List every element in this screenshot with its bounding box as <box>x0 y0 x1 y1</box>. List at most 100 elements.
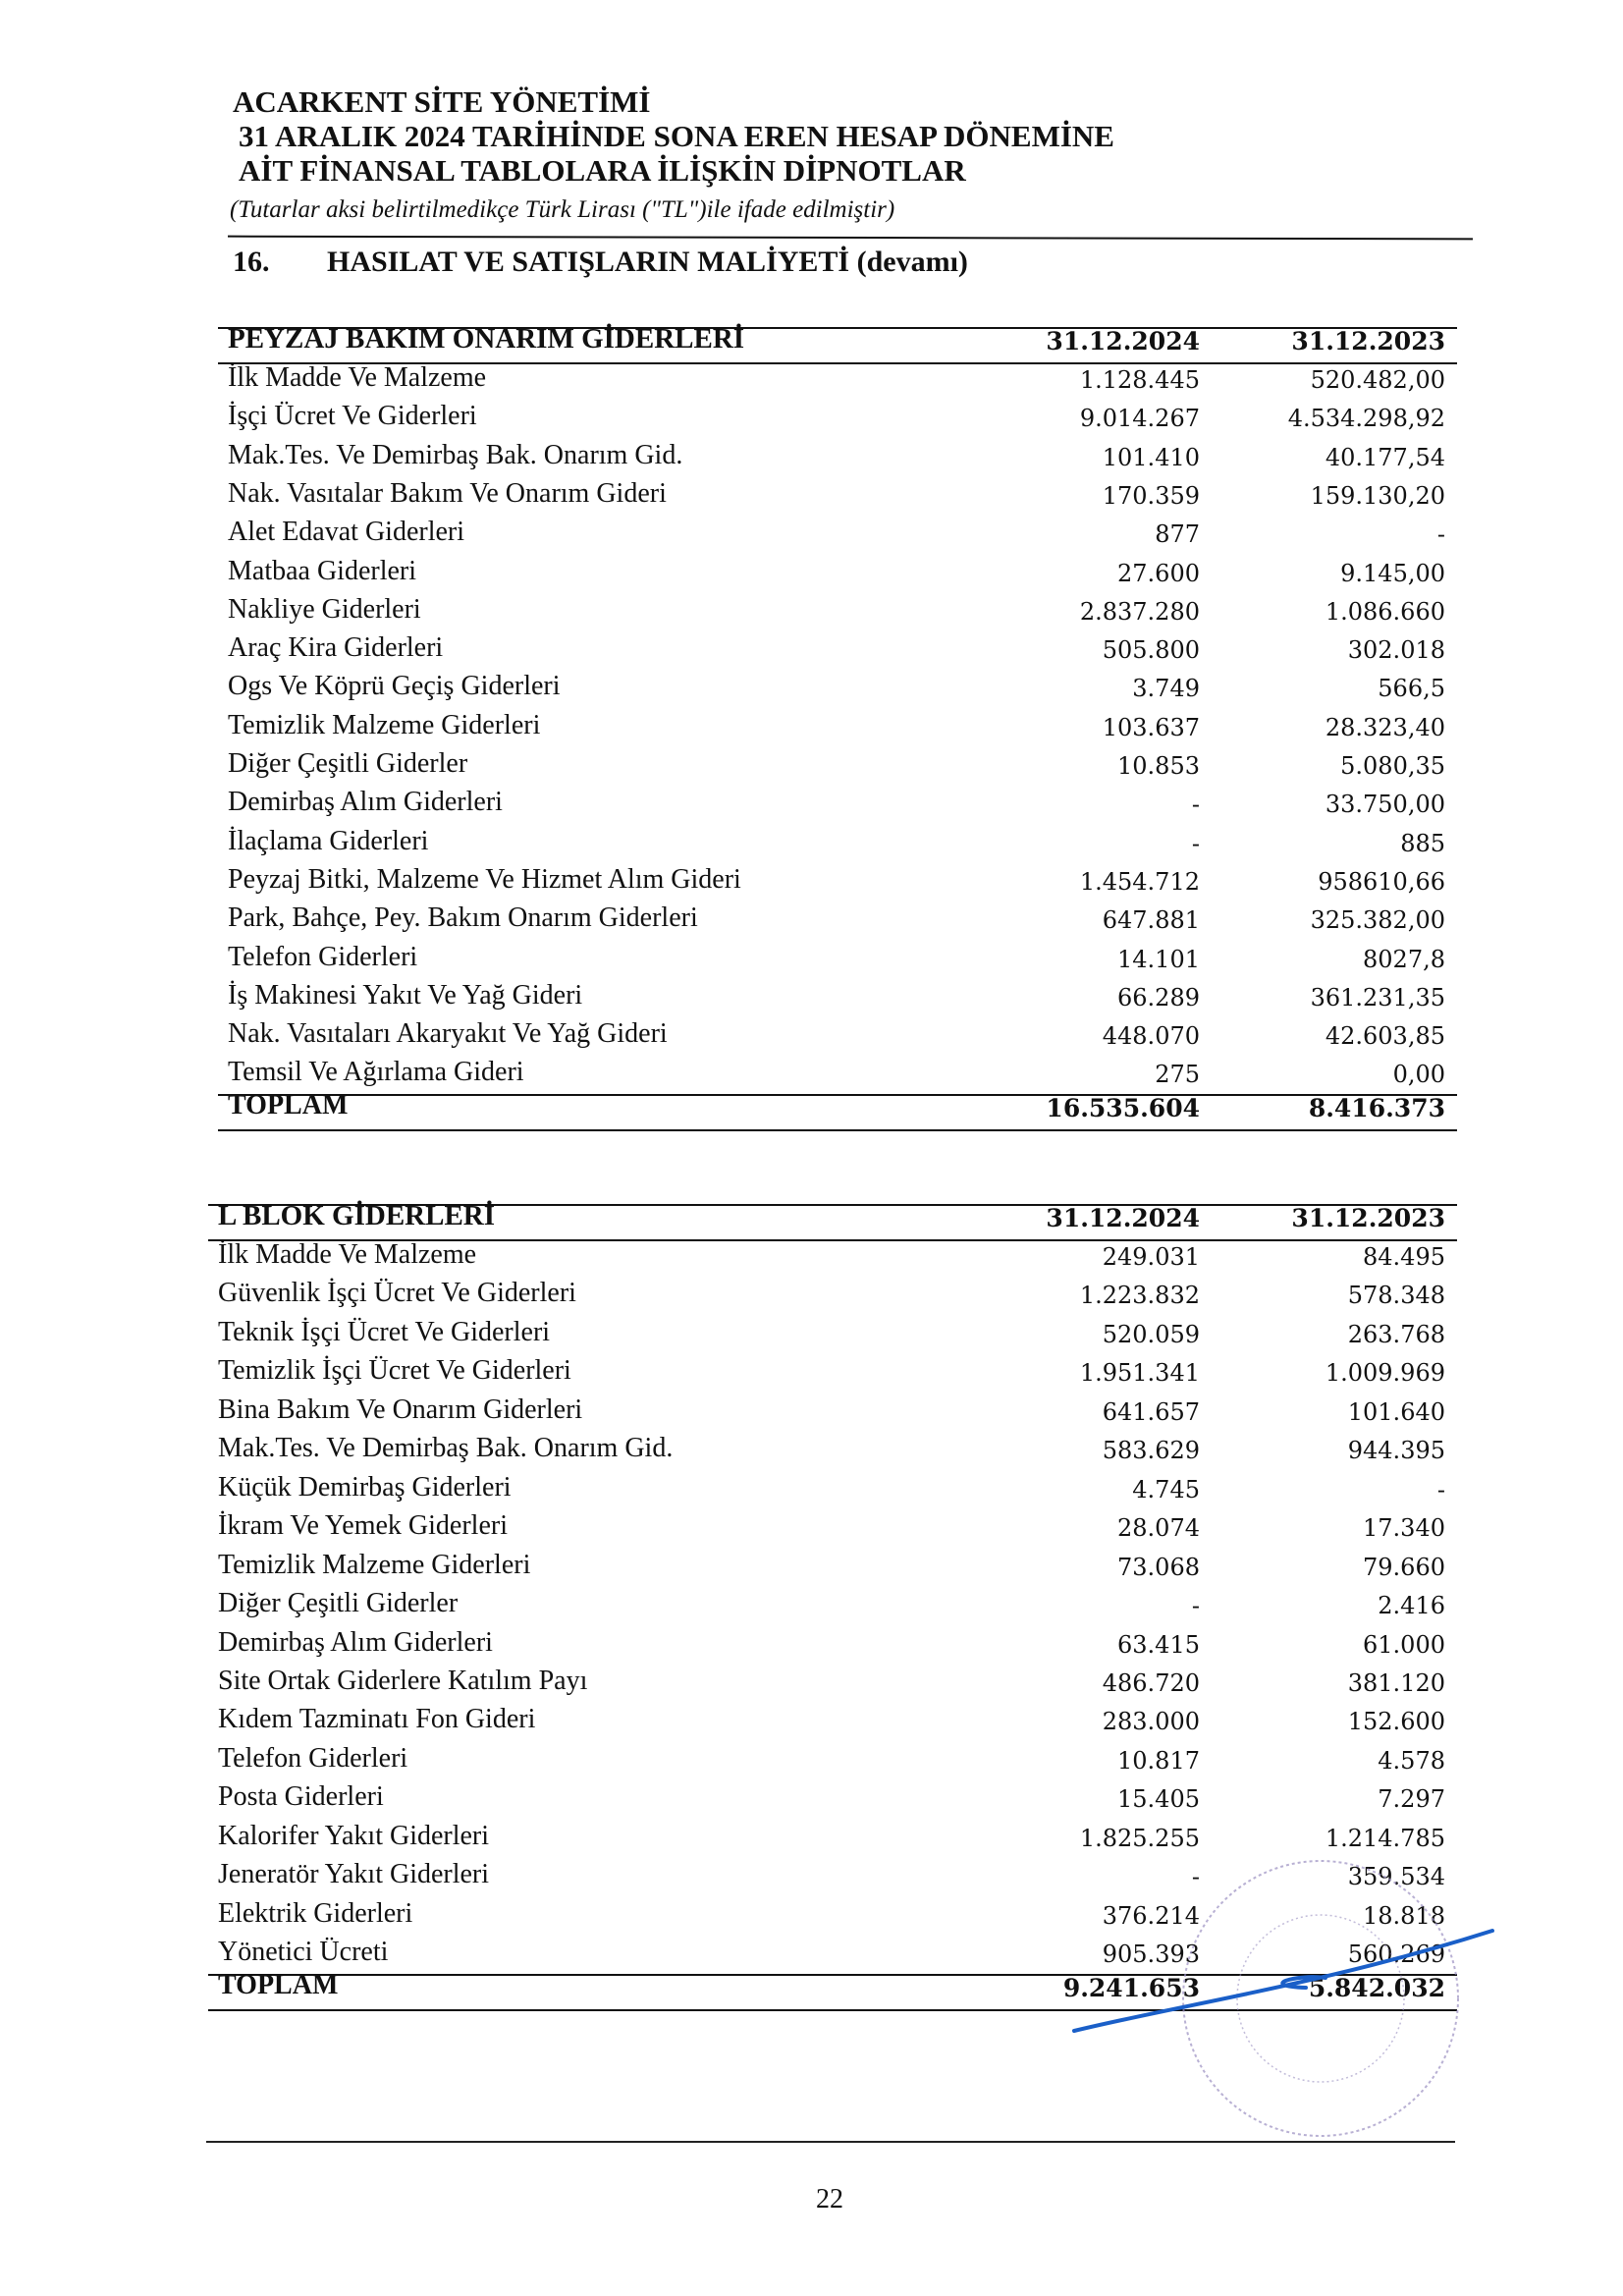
row-label: Diğer Çeşitli Giderler <box>218 1588 459 1619</box>
table-row: İlaçlama Giderleri - 885 <box>218 826 1457 864</box>
table-row: Araç Kira Giderleri 505.800 302.018 <box>218 632 1457 671</box>
currency-note: (Tutarlar aksi belirtilmedikçe Türk Lira… <box>230 196 895 223</box>
row-label: Matbaa Giderleri <box>228 555 417 586</box>
row-label: İşçi Ücret Ve Giderleri <box>228 401 477 432</box>
value-2023: 4.578 <box>1378 1746 1445 1775</box>
table-row: Nak. Vasıtaları Akaryakıt Ve Yağ Gideri 4… <box>218 1018 1457 1057</box>
value-2024: 73.068 <box>1117 1553 1200 1581</box>
signature <box>1072 1929 1494 2033</box>
table-row: Alet Edavat Giderleri 877 - <box>218 517 1457 555</box>
row-label: İş Makinesi Yakıt Ve Yağ Gideri <box>228 979 583 1011</box>
row-label: Site Ortak Giderlere Katılım Payı <box>218 1665 588 1696</box>
value-2023: 302.018 <box>1347 636 1445 665</box>
value-2024: 15.405 <box>1117 1785 1200 1814</box>
row-label: Temizlik Malzeme Giderleri <box>228 709 541 740</box>
table-top-rule <box>218 327 1457 329</box>
table-row: İkram Ve Yemek Giderleri 28.074 17.340 <box>208 1510 1457 1549</box>
value-2024: 9.014.267 <box>1079 405 1200 433</box>
page-number: 22 <box>816 2184 843 2214</box>
section-suffix: (devamı) <box>856 246 968 278</box>
document-header: ACARKENT SİTE YÖNETİMİ 31 ARALIK 2024 TA… <box>233 84 1114 188</box>
value-2023: 9.145,00 <box>1340 559 1445 587</box>
value-2023: 325.382,00 <box>1310 906 1445 935</box>
value-2023: - <box>1436 1475 1445 1503</box>
table-row: İlk Madde Ve Malzeme 1.128.445 520.482,00 <box>218 362 1457 401</box>
column-header-2024: 31.12.2024 <box>1046 327 1200 355</box>
section-heading: 16. HASILAT VE SATIŞLARIN MALİYETİ (devam… <box>233 246 968 279</box>
row-label: Araç Kira Giderleri <box>228 632 444 664</box>
row-label: Alet Edavat Giderleri <box>228 517 465 548</box>
row-label: Diğer Çeşitli Giderler <box>228 748 468 779</box>
row-label: Temizlik İşçi Ücret Ve Giderleri <box>218 1355 571 1387</box>
table-row: Peyzaj Bitki, Malzeme Ve Hizmet Alım Gid… <box>218 864 1457 902</box>
column-header-2023: 31.12.2023 <box>1291 1204 1445 1232</box>
row-label: Demirbaş Alım Giderleri <box>218 1626 493 1658</box>
table-row: Telefon Giderleri 10.817 4.578 <box>208 1743 1457 1781</box>
total-row: TOPLAM 9.241.653 5.842.032 <box>208 1970 1457 2008</box>
table-row: Temizlik İşçi Ücret Ve Giderleri 1.951.34… <box>208 1355 1457 1394</box>
value-2023: 8027,8 <box>1363 945 1445 973</box>
value-2023: 84.495 <box>1363 1243 1445 1271</box>
header-line-3: AİT FİNANSAL TABLOLARA İLİŞKİN DİPNOTLAR <box>239 153 966 188</box>
value-2023: 566,5 <box>1378 675 1445 703</box>
row-label: Telefon Giderleri <box>228 941 418 972</box>
value-2024: 1.128.445 <box>1079 366 1200 394</box>
value-2024: 10.853 <box>1117 752 1200 780</box>
total-2023: 8.416.373 <box>1308 1093 1445 1122</box>
value-2024: 28.074 <box>1117 1514 1200 1543</box>
table-row: İlk Madde Ve Malzeme 249.031 84.495 <box>208 1239 1457 1278</box>
value-2024: 63.415 <box>1117 1630 1200 1659</box>
row-label: Mak.Tes. Ve Demirbaş Bak. Onarım Gid. <box>228 439 683 470</box>
row-label: İlk Madde Ve Malzeme <box>218 1239 477 1270</box>
total-bottom-rule <box>218 1128 1457 1131</box>
value-2024: 520.059 <box>1102 1320 1200 1348</box>
row-label: Jeneratör Yakıt Giderleri <box>218 1859 490 1890</box>
value-2024: 170.359 <box>1102 481 1200 510</box>
value-2023: 885 <box>1400 829 1445 857</box>
value-2023: 361.231,35 <box>1310 983 1445 1011</box>
row-label: Mak.Tes. Ve Demirbaş Bak. Onarım Gid. <box>218 1433 674 1464</box>
company-name: ACARKENT SİTE YÖNETİMİ <box>233 84 651 119</box>
value-2024: 4.745 <box>1132 1475 1200 1503</box>
value-2023: 40.177,54 <box>1325 443 1445 471</box>
table-row: Nakliye Giderleri 2.837.280 1.086.660 <box>218 594 1457 632</box>
value-2023: 263.768 <box>1347 1320 1445 1348</box>
total-top-rule <box>208 1973 1457 1976</box>
row-label: Nak. Vasıtalar Bakım Ve Onarım Gideri <box>228 477 667 509</box>
table-row: Diğer Çeşitli Giderler - 2.416 <box>208 1588 1457 1626</box>
value-2024: 275 <box>1155 1061 1200 1089</box>
header-bottom-rule <box>208 1239 1457 1241</box>
value-2024: - <box>1191 1863 1200 1891</box>
row-label: Küçük Demirbaş Giderleri <box>218 1471 512 1503</box>
row-label: Nakliye Giderleri <box>228 593 421 625</box>
column-header-2024: 31.12.2024 <box>1046 1204 1200 1232</box>
value-2023: 0,00 <box>1392 1061 1445 1089</box>
value-2024: - <box>1191 791 1200 819</box>
table-row: Mak.Tes. Ve Demirbaş Bak. Onarım Gid. 101… <box>218 440 1457 478</box>
value-2023: 17.340 <box>1363 1514 1445 1543</box>
value-2024: 283.000 <box>1102 1708 1200 1736</box>
value-2023: 28.323,40 <box>1325 713 1445 741</box>
value-2023: 79.660 <box>1363 1553 1445 1581</box>
row-label: Temsil Ve Ağırlama Gideri <box>228 1057 524 1088</box>
value-2024: 101.410 <box>1102 443 1200 471</box>
value-2024: 877 <box>1155 520 1200 549</box>
row-label: Ogs Ve Köprü Geçiş Giderleri <box>228 671 561 702</box>
value-2024: 1.454.712 <box>1079 867 1200 896</box>
row-label: Posta Giderleri <box>218 1781 384 1813</box>
column-header-2023: 31.12.2023 <box>1291 327 1445 355</box>
table-row: Kalorifer Yakıt Giderleri 1.825.255 1.214.… <box>208 1821 1457 1859</box>
value-2023: 7.297 <box>1378 1785 1445 1814</box>
value-2023: - <box>1436 520 1445 549</box>
value-2023: 4.534.298,92 <box>1287 405 1445 433</box>
value-2024: - <box>1191 829 1200 857</box>
table-row: Demirbaş Alım Giderleri 63.415 61.000 <box>208 1627 1457 1666</box>
value-2023: 944.395 <box>1347 1437 1445 1465</box>
stamp-seal <box>1182 1860 1459 2137</box>
table-row: Park, Bahçe, Pey. Bakım Onarım Giderleri… <box>218 902 1457 941</box>
table-row: Posta Giderleri 15.405 7.297 <box>208 1781 1457 1820</box>
value-2024: 1.951.341 <box>1079 1359 1200 1388</box>
row-label: Nak. Vasıtaları Akaryakıt Ve Yağ Gideri <box>228 1018 668 1050</box>
table-row: Diğer Çeşitli Giderler 10.853 5.080,35 <box>218 748 1457 787</box>
header-line-2: 31 ARALIK 2024 TARİHİNDE SONA EREN HESAP… <box>239 119 1114 153</box>
